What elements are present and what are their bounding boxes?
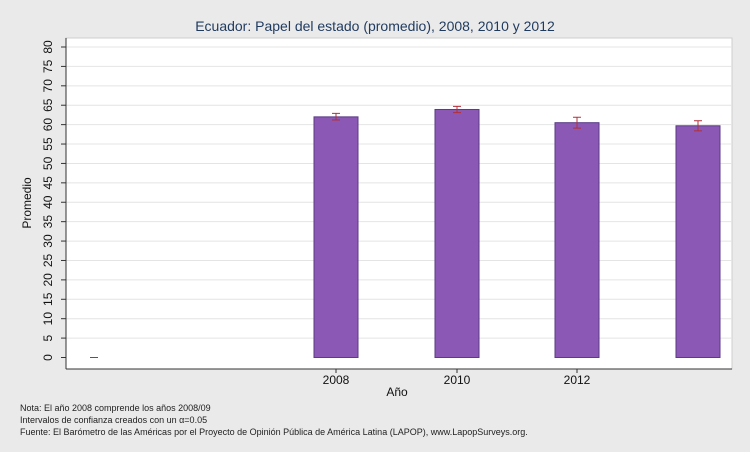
note-year: Nota: El año 2008 comprende los años 200… <box>20 403 211 413</box>
x-tick-label: 2012 <box>564 373 591 387</box>
x-tick-label: 2010 <box>444 373 471 387</box>
note-source: Fuente: El Barómetro de las Américas por… <box>20 427 528 437</box>
y-tick-label: 25 <box>41 253 55 267</box>
y-tick-label: 55 <box>41 137 55 151</box>
y-tick-label: 20 <box>41 273 55 287</box>
chart-title: Ecuador: Papel del estado (promedio), 20… <box>195 18 555 34</box>
y-tick-label: 60 <box>41 118 55 132</box>
y-tick-label: 15 <box>41 292 55 306</box>
x-axis-label: Año <box>386 385 408 399</box>
bar <box>434 108 480 358</box>
y-tick-label: 65 <box>41 98 55 112</box>
y-tick-label: 5 <box>41 334 55 341</box>
note-confidence: Intervalos de confianza creados con un α… <box>20 415 208 425</box>
y-tick-label: 0 <box>41 354 55 361</box>
y-tick-label: 10 <box>41 312 55 326</box>
chart-notes: Nota: El año 2008 comprende los años 200… <box>20 402 528 438</box>
y-tick-label: 80 <box>41 40 55 54</box>
x-tick-label: 2008 <box>323 373 350 387</box>
y-tick-label: 30 <box>41 234 55 248</box>
bar <box>554 122 600 358</box>
bar <box>313 116 359 358</box>
y-tick-label: 75 <box>41 59 55 73</box>
y-tick-label: 70 <box>41 79 55 93</box>
plot-area <box>65 37 733 370</box>
y-tick-label: 45 <box>41 176 55 190</box>
y-tick-label: 40 <box>41 195 55 209</box>
y-tick-label: 35 <box>41 215 55 229</box>
bar <box>675 125 721 359</box>
y-tick-label: 50 <box>41 156 55 170</box>
y-axis-label: Promedio <box>20 177 34 229</box>
